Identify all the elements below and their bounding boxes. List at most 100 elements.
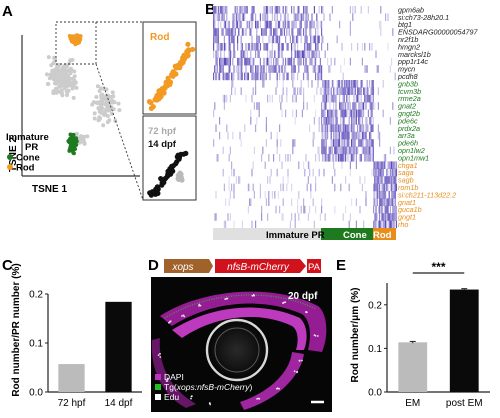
heatmap-cell	[373, 161, 375, 169]
heatmap-cell	[239, 6, 241, 14]
heatmap-cell	[305, 20, 307, 29]
heatmap-cell	[319, 65, 321, 73]
heatmap-cell	[262, 28, 264, 36]
heatmap-cell	[312, 50, 314, 58]
heatmap-cell	[249, 198, 251, 206]
chart-e-ylabel: Rod number/μm (%)	[350, 287, 361, 382]
heatmap-cell	[213, 13, 215, 21]
heatmap-cell	[387, 43, 389, 51]
heatmap-cell	[222, 146, 224, 155]
immature-point	[105, 120, 110, 125]
heatmap-cell	[361, 131, 363, 140]
inset-14dpf-point	[148, 192, 154, 198]
heatmap-cell	[255, 80, 257, 88]
heatmap-cell	[299, 28, 301, 36]
significance-stars: ***	[431, 260, 445, 274]
heatmap-cell	[347, 154, 349, 162]
gene-label: sagb	[398, 176, 414, 185]
heatmap-cell	[370, 109, 372, 118]
heatmap-cell	[352, 102, 354, 110]
heatmap-cell	[321, 28, 323, 36]
heatmap-cell	[286, 43, 288, 51]
heatmap-cell	[279, 50, 281, 58]
heatmap-cell	[351, 109, 353, 118]
heatmap-cell	[268, 154, 270, 162]
immature-point	[95, 84, 100, 89]
immature-point	[97, 107, 102, 111]
edu-dot	[209, 403, 212, 406]
heatmap-cell	[262, 146, 264, 155]
heatmap-cell	[323, 168, 325, 177]
heatmap-cell	[232, 13, 234, 21]
heatmap-cell	[381, 213, 383, 221]
heatmap-cell	[252, 43, 254, 51]
heatmap-cell	[394, 183, 396, 192]
heatmap-cell	[339, 102, 341, 110]
heatmap-cell	[286, 28, 288, 36]
heatmap-cell	[292, 20, 294, 29]
heatmap-cell	[238, 13, 240, 21]
panel-e: E Rod number/μm (%) 0.00.10.2EM post EM**…	[336, 257, 490, 409]
heatmap-cell	[352, 154, 354, 162]
heatmap-cell	[321, 35, 323, 44]
heatmap-cell	[217, 28, 219, 36]
heatmap-cell	[228, 57, 230, 66]
heatmap-cell	[341, 131, 343, 140]
legend-cone-label: Cone	[16, 153, 40, 164]
immature-point	[104, 93, 109, 98]
heatmap-cell	[261, 154, 263, 162]
heatmap-cell	[219, 57, 221, 66]
heatmap-cell	[274, 50, 276, 58]
heatmap-cell	[353, 117, 355, 125]
heatmap-cell	[225, 57, 227, 66]
heatmap-cell	[392, 183, 394, 192]
edu-dot	[278, 387, 280, 390]
heatmap-cell	[262, 65, 264, 73]
heatmap-cell	[298, 161, 300, 169]
heatmap-cell	[280, 102, 282, 110]
heatmap-cell	[331, 176, 333, 184]
heatmap-cell	[259, 43, 261, 51]
lens	[205, 318, 269, 382]
heatmap-cell	[241, 6, 243, 14]
heatmap-cell	[219, 6, 221, 14]
heatmap-cell	[250, 13, 252, 21]
heatmap-cell	[345, 205, 347, 214]
cone-point	[71, 142, 76, 147]
heatmap-cell	[315, 72, 317, 81]
heatmap-cell	[315, 205, 317, 214]
heatmap-cell	[231, 87, 233, 95]
heatmap-cell	[232, 28, 234, 36]
heatmap-cell	[321, 117, 323, 125]
heatmap-cell	[355, 109, 357, 118]
heatmap-cell	[304, 20, 306, 29]
heatmap-cell	[292, 94, 294, 103]
heatmap-cell	[331, 139, 333, 147]
heatmap-cell	[349, 146, 351, 155]
heatmap-cell	[270, 28, 272, 36]
gene-label: si:ch73-28h20.1	[398, 13, 449, 22]
heatmap-cell	[389, 183, 391, 192]
heatmap-cell	[247, 72, 249, 81]
gene-label: rom1b	[398, 183, 418, 192]
heatmap-cell	[233, 35, 235, 44]
heatmap-cell	[261, 28, 263, 36]
heatmap-cell	[238, 72, 240, 81]
cone-point	[71, 132, 76, 137]
inset-rod-scatter	[146, 41, 196, 111]
heatmap-cell	[281, 161, 283, 169]
heatmap-cell	[343, 109, 345, 118]
heatmap-cell	[364, 146, 366, 155]
heatmap-cell	[258, 35, 260, 44]
heatmap-cell	[305, 6, 307, 14]
heatmap-cell	[324, 146, 326, 155]
heatmap-cell	[351, 154, 353, 162]
heatmap-cell	[375, 161, 377, 169]
heatmap-cell	[267, 13, 269, 21]
heatmap-cell	[333, 124, 335, 132]
heatmap-cell	[353, 124, 355, 132]
heatmap-cell	[357, 80, 359, 88]
heatmap-cell	[352, 139, 354, 147]
heatmap-cell	[366, 117, 368, 125]
heatmap-cell	[351, 146, 353, 155]
